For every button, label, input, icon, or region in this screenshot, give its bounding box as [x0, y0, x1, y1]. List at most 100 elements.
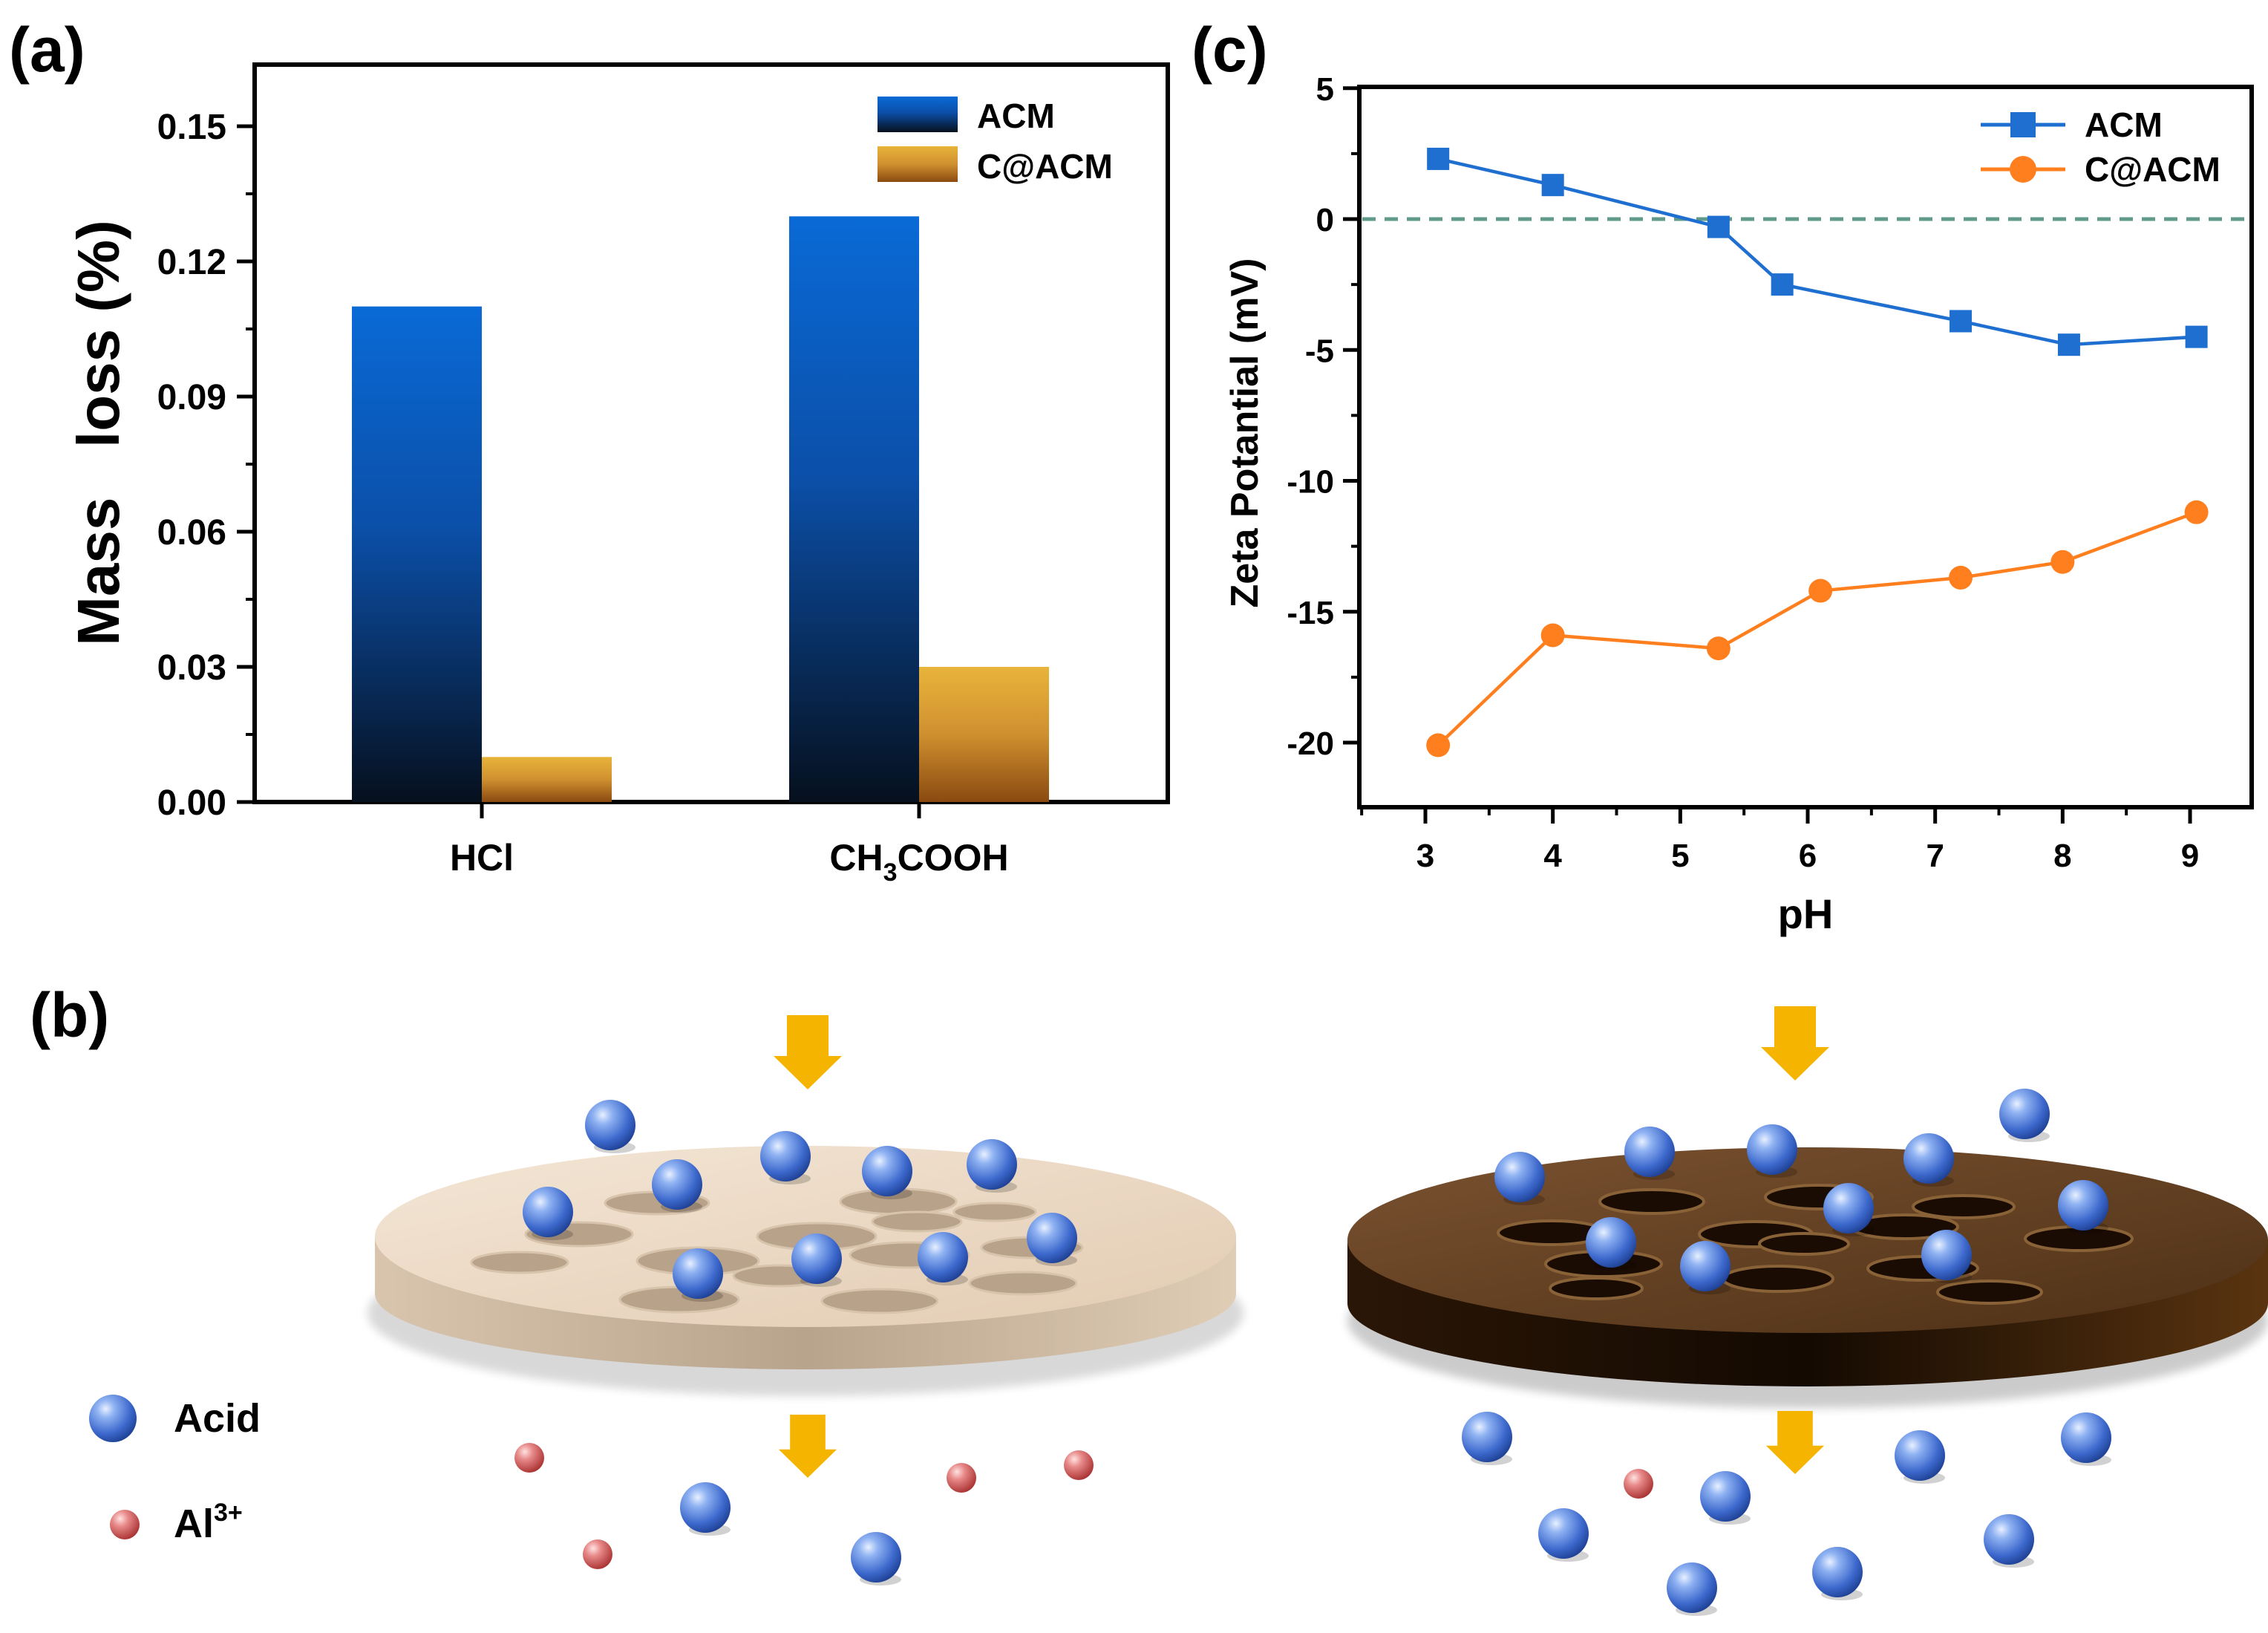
acid-sphere-icon: [1812, 1547, 1863, 1597]
pore: [1912, 1194, 2016, 1219]
acid-sphere-icon: [918, 1232, 968, 1282]
legend-swatch-cacm: [878, 146, 958, 182]
acid-sphere-icon: [1903, 1133, 1954, 1184]
particles: [514, 1089, 2111, 1616]
plot-frame: [1357, 85, 2254, 809]
y-tick-label: -5: [1305, 333, 1334, 369]
al-ion-sphere-icon: [583, 1539, 612, 1569]
x-tick-label: 9: [2181, 838, 2199, 874]
acid-sphere-icon: [1462, 1412, 1512, 1462]
axes: 5 0 -5 -10 -15 -20 3 4 5 6 7 8 9: [1287, 71, 2199, 874]
y-tick-label: 0.03: [157, 648, 226, 688]
data-point-acm: [2185, 325, 2208, 348]
pore: [1758, 1232, 1850, 1256]
y-tick-label: -20: [1287, 726, 1334, 762]
acid-sphere-icon: [652, 1159, 702, 1210]
panel-label-c: (c): [1192, 15, 1268, 85]
cacm-membrane: [1347, 1147, 2268, 1408]
acid-sphere-icon: [1999, 1089, 2050, 1139]
acid-sphere-icon: [1747, 1124, 1797, 1175]
x-tick-label: 7: [1926, 838, 1944, 874]
pore: [470, 1251, 569, 1274]
line-chart: 5 0 -5 -10 -15 -20 3 4 5 6 7 8 9 pH Zeta Potantial (…: [1223, 71, 2254, 937]
plot-frame: [252, 62, 1170, 804]
acid-sphere-icon: [1984, 1514, 2034, 1565]
acid-sphere-icon: [585, 1100, 635, 1150]
acid-sphere-icon: [673, 1248, 723, 1299]
pore: [1722, 1265, 1834, 1293]
down-arrow-icon: [1761, 1006, 1829, 1080]
acid-sphere-icon: [1921, 1230, 1972, 1280]
data-point-cacm: [1426, 733, 1451, 757]
series-lines: [1362, 147, 2249, 757]
bar-acm: [352, 306, 482, 803]
pore: [1936, 1280, 2043, 1305]
legend-swatch-acm: [878, 97, 958, 132]
x-tick-label: 8: [2053, 838, 2071, 874]
acid-sphere-icon: [1538, 1508, 1589, 1559]
legend: ACM C@ACM: [1981, 105, 2220, 189]
legend-label-cacm: C@ACM: [2085, 150, 2220, 189]
y-tick-label: 0.15: [157, 108, 226, 147]
y-tick-label: -15: [1287, 595, 1334, 631]
y-axis-label: Zeta Potantial (mV): [1223, 258, 1267, 608]
data-point-cacm: [1808, 578, 1833, 603]
legend-label-acm: ACM: [2085, 105, 2163, 144]
bars: [352, 216, 1049, 803]
acid-sphere-icon: [851, 1532, 901, 1583]
schematic: Acid Al3+: [89, 1006, 2268, 1616]
data-point-acm: [1950, 310, 1973, 333]
data-point-acm: [1541, 174, 1564, 197]
pore: [952, 1202, 1037, 1222]
y-tick-label: 0.12: [157, 243, 226, 282]
x-tick-label: 3: [1416, 838, 1434, 874]
flow-arrows: [774, 1006, 1829, 1478]
x-tick-label: 5: [1671, 838, 1689, 874]
pore: [618, 1285, 740, 1314]
acid-sphere-icon: [89, 1395, 137, 1442]
acid-sphere-icon: [1700, 1471, 1751, 1522]
pore: [968, 1271, 1078, 1296]
y-tick-label: 5: [1316, 71, 1334, 108]
acid-sphere-icon: [760, 1131, 811, 1181]
bar-cacm: [482, 757, 612, 802]
y-axis: 0.00 0.03 0.06 0.09 0.12 0.15: [157, 108, 921, 823]
acid-sphere-icon: [1680, 1241, 1731, 1291]
y-tick-label: 0.00: [157, 783, 226, 823]
bar-chart: 0.00 0.03 0.06 0.09 0.12 0.15 HCl CH3COOH Mas…: [65, 62, 1170, 887]
acid-sphere-icon: [967, 1139, 1017, 1190]
down-arrow-icon: [1765, 1411, 1825, 1474]
acid-sphere-icon: [1667, 1562, 1717, 1613]
x-tick-label: HCl: [450, 837, 514, 879]
data-point-cacm: [2184, 500, 2209, 524]
data-point-acm: [1707, 215, 1730, 238]
data-point-cacm: [1706, 636, 1731, 661]
al-ion-sphere-icon: [1624, 1469, 1653, 1499]
x-tick-label: CH3COOH: [829, 837, 1008, 887]
y-tick-label: 0.09: [157, 378, 226, 417]
x-tick-label: 6: [1799, 838, 1817, 874]
bar-acm: [789, 216, 919, 802]
data-point-acm: [1427, 147, 1450, 170]
pore: [1598, 1188, 1705, 1215]
bar-cacm: [919, 667, 1049, 802]
legend-marker-circle: [2010, 156, 2036, 183]
legend-acid-label: Acid: [174, 1396, 261, 1441]
al-sphere-icon: [110, 1510, 140, 1539]
data-point-acm: [2057, 333, 2080, 356]
x-axis-label: pH: [1778, 890, 1834, 937]
data-point-cacm: [2050, 550, 2075, 574]
y-axis-label: Mass loss (%): [65, 220, 131, 646]
legend-label-acm: ACM: [977, 97, 1055, 135]
al-ion-sphere-icon: [1064, 1450, 1094, 1480]
y-tick-label: 0: [1316, 202, 1334, 238]
acid-sphere-icon: [862, 1146, 912, 1196]
acid-sphere-icon: [1895, 1430, 1945, 1481]
al-ion-sphere-icon: [947, 1463, 976, 1493]
legend-label-cacm: C@ACM: [977, 147, 1113, 186]
y-tick-label: 0.06: [157, 513, 226, 553]
acid-sphere-icon: [2061, 1412, 2111, 1463]
data-point-cacm: [1540, 623, 1565, 648]
pore: [1549, 1277, 1644, 1300]
